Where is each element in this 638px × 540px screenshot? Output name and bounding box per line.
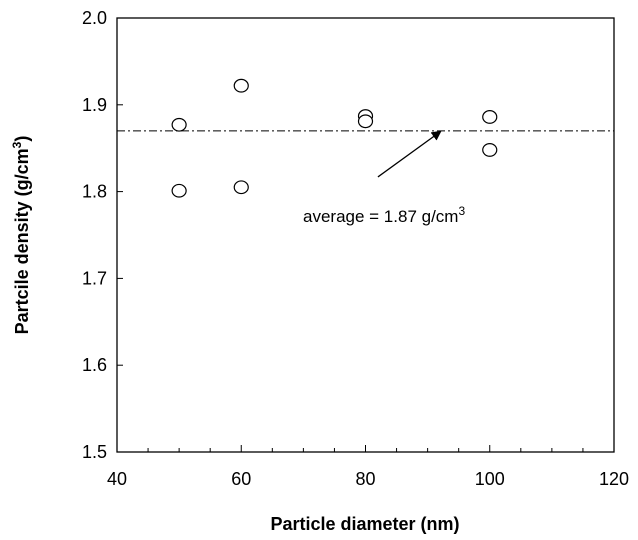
data-point [482,143,498,157]
x-tick-label: 100 [475,469,505,489]
x-tick-label: 120 [599,469,629,489]
x-tick-label: 60 [231,469,251,489]
data-point [233,78,249,93]
y-axis-title-superscript: 3 [10,141,24,148]
data-point [171,117,187,132]
x-tick-label: 40 [107,469,127,489]
y-tick-label: 1.5 [82,442,107,462]
data-point [482,110,498,124]
y-tick-label: 1.6 [82,355,107,375]
annotation-superscript: 3 [458,204,465,218]
y-axis-title: Partcile density (g/cm3) [10,136,32,335]
y-axis-title-close: ) [12,136,32,142]
x-axis-title-text: Particle diameter (nm) [270,514,459,534]
x-axis-title: Particle diameter (nm) [270,514,459,534]
data-point [171,183,187,198]
data-point [357,114,374,129]
annotation-text: average = 1.87 g/cm [303,207,458,226]
y-tick-label: 1.7 [82,268,107,288]
plot-area-frame [116,17,615,453]
annotation-label: average = 1.87 g/cm3 [303,204,465,226]
y-tick-label: 1.9 [82,95,107,115]
y-tick-label: 2.0 [82,8,107,28]
annotation-arrow [377,130,442,178]
y-tick-label: 1.8 [82,182,107,202]
y-axis-title-main: Partcile density (g/cm [12,148,32,334]
tick-labels: 1.5 1.6 1.7 1.8 1.9 2.0 40 60 80 100 120 [82,8,629,489]
x-tick-label: 80 [355,469,375,489]
axis-ticks [116,17,615,453]
data-point [233,180,249,195]
data-points [171,78,498,198]
